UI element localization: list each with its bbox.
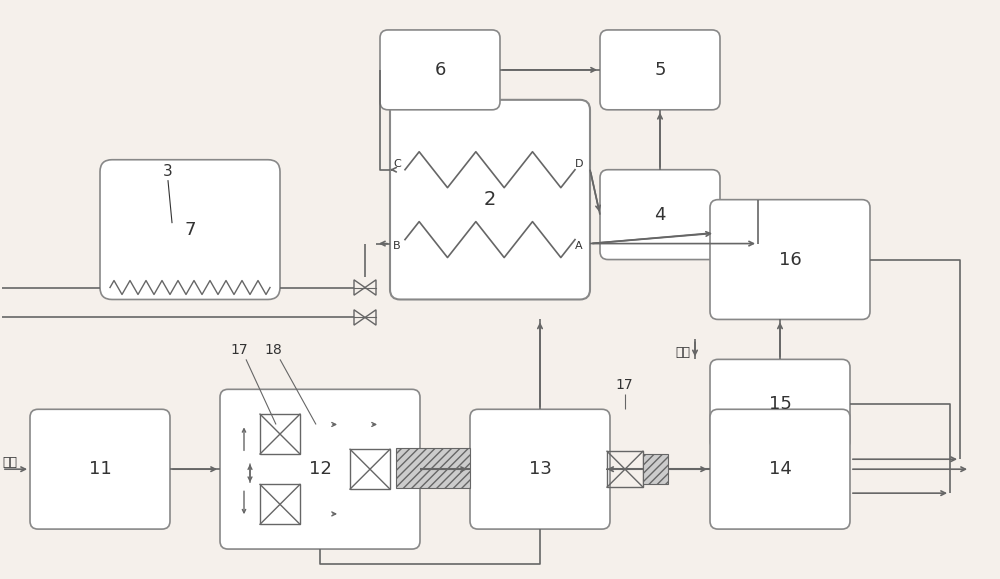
Text: 14: 14 [769,460,791,478]
Bar [350,449,390,489]
FancyBboxPatch shape [470,409,610,529]
Text: 空气: 空气 [2,456,17,469]
FancyBboxPatch shape [600,170,720,259]
Text: 7: 7 [184,221,196,239]
Text: B: B [393,240,401,251]
Text: 15: 15 [769,395,791,413]
Text: A: A [575,240,583,251]
Text: 3: 3 [163,164,173,179]
Text: 2: 2 [484,190,496,209]
Text: 6: 6 [434,61,446,79]
Text: C: C [393,159,401,168]
Text: D: D [575,159,584,168]
FancyBboxPatch shape [390,100,590,299]
Text: 18: 18 [264,343,282,357]
FancyBboxPatch shape [30,409,170,529]
Text: 16: 16 [779,251,801,269]
Text: 17: 17 [230,343,248,357]
Bar [396,448,470,488]
Text: 13: 13 [529,460,551,478]
FancyBboxPatch shape [710,360,850,449]
Text: 燃料: 燃料 [675,346,690,360]
FancyBboxPatch shape [710,200,870,320]
FancyBboxPatch shape [220,389,420,549]
Bar [643,453,668,483]
FancyBboxPatch shape [600,30,720,110]
Bar [607,451,643,487]
FancyBboxPatch shape [710,409,850,529]
Text: 4: 4 [654,206,666,223]
Bar [260,414,300,454]
Text: 12: 12 [309,460,331,478]
Text: 5: 5 [654,61,666,79]
FancyBboxPatch shape [100,160,280,299]
Text: 17: 17 [615,378,633,393]
Text: 11: 11 [89,460,111,478]
FancyBboxPatch shape [380,30,500,110]
Bar [260,485,300,525]
